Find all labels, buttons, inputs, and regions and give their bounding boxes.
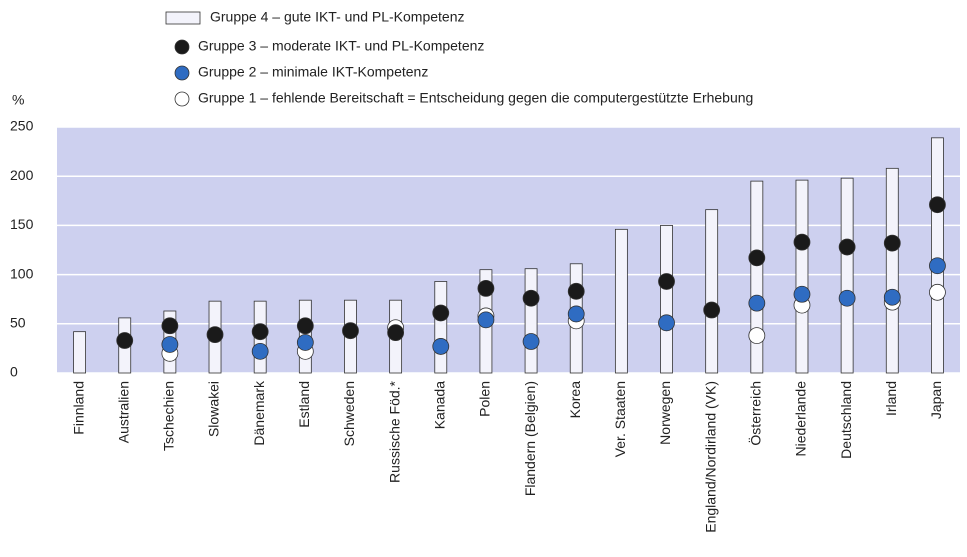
x-tick-label: Norwegen	[657, 381, 673, 445]
dot	[522, 333, 540, 350]
dot	[883, 288, 901, 306]
dot	[929, 257, 946, 275]
x-tick-label: Kanada	[431, 381, 447, 429]
x-tick-label: Finnland	[70, 381, 86, 435]
dot	[206, 326, 224, 344]
x-tick-label: Österreich	[747, 381, 764, 446]
dot	[296, 317, 314, 335]
dot	[477, 311, 495, 329]
x-tick-label: Schweden	[341, 381, 357, 446]
y-axis-label: %	[12, 92, 24, 108]
x-tick-label: Polen	[477, 381, 493, 417]
bar	[750, 180, 764, 374]
dot	[251, 323, 269, 341]
dot	[161, 336, 179, 353]
bar	[840, 177, 854, 374]
x-tick-label: Japan	[928, 381, 944, 419]
dot	[748, 249, 766, 267]
y-tick-label: 250	[10, 118, 34, 134]
dot	[748, 327, 766, 345]
dot	[387, 324, 405, 342]
legend-label: Gruppe 4 – gute IKT- und PL-Kompetenz	[210, 9, 465, 25]
dot	[929, 196, 946, 214]
x-tick-label: Flandern (Belgien)	[522, 381, 538, 496]
x-tick-label: Australien	[115, 381, 131, 443]
bar	[885, 167, 899, 374]
y-tick-label: 100	[10, 265, 34, 281]
legend-swatch	[174, 39, 190, 55]
x-tick-label: Dänemark	[251, 380, 267, 446]
legend-label: Gruppe 1 – fehlende Bereitschaft = Entsc…	[198, 90, 753, 106]
bar	[524, 268, 538, 374]
y-tick-label: 50	[10, 315, 26, 331]
x-tick-label: England/Nordirland (VK)	[702, 381, 718, 533]
legend-label: Gruppe 3 – moderate IKT- und PL-Kompeten…	[198, 38, 484, 54]
x-tick-label: Slowakei	[206, 381, 222, 437]
dot	[703, 301, 721, 319]
dot	[658, 273, 675, 290]
legend-swatch	[174, 65, 190, 81]
dot	[883, 234, 901, 252]
bar	[434, 281, 448, 374]
dot	[838, 289, 856, 307]
dot	[838, 238, 856, 256]
y-tick-label: 0	[10, 364, 18, 380]
dot	[477, 279, 495, 297]
dot	[522, 289, 540, 307]
bar	[795, 179, 809, 374]
legend-label: Gruppe 2 – minimale IKT-Kompetenz	[198, 64, 428, 80]
bar	[705, 209, 719, 374]
dot	[432, 338, 450, 355]
dot	[116, 332, 134, 349]
bar	[660, 224, 673, 374]
bar	[931, 137, 944, 374]
x-tick-label: Deutschland	[838, 381, 854, 459]
x-tick-label: Niederlande	[793, 381, 809, 457]
bar	[614, 228, 628, 374]
x-tick-label: Estland	[296, 381, 312, 428]
dot	[929, 283, 946, 301]
dot	[567, 282, 585, 300]
dot	[793, 285, 811, 303]
dot	[658, 314, 675, 332]
dot	[296, 334, 314, 351]
dot	[748, 294, 766, 312]
dot	[161, 317, 179, 335]
x-tick-label: Tschechien	[161, 381, 177, 451]
dot	[793, 233, 811, 251]
legend-swatch	[174, 91, 190, 107]
y-tick-label: 150	[10, 216, 34, 232]
legend-swatch	[165, 11, 201, 25]
plot-area	[57, 127, 960, 373]
y-tick-label: 200	[10, 167, 34, 183]
dot	[432, 304, 450, 322]
dot	[567, 305, 585, 323]
dot	[251, 342, 269, 360]
x-tick-label: Ver. Staaten	[612, 381, 628, 457]
x-tick-label: Irland	[883, 381, 899, 416]
dot	[342, 322, 359, 340]
x-tick-label: Korea	[567, 381, 583, 419]
bar	[73, 331, 86, 374]
x-tick-label: Russische Föd.*	[386, 380, 402, 482]
